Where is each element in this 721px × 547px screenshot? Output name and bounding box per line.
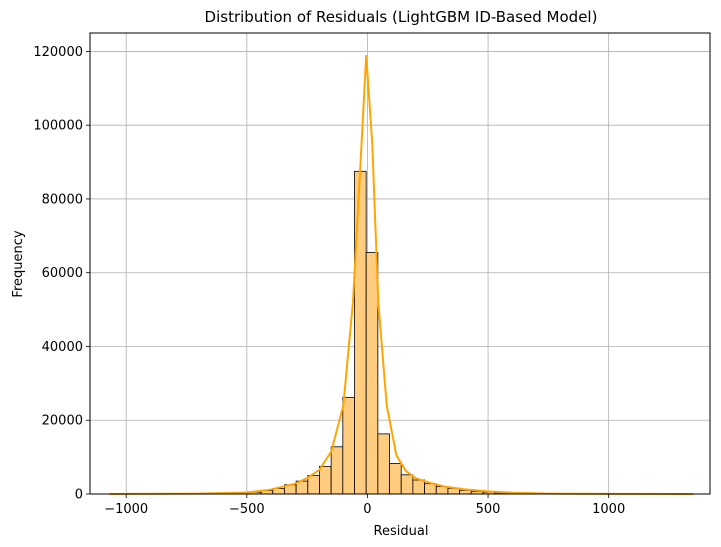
x-axis-label: Residual [374,524,429,539]
y-tick-label: 100000 [33,119,83,134]
histogram-bar [354,170,367,495]
histogram-bar [459,489,472,495]
histogram-bar [424,483,437,495]
histogram-bar [377,433,390,495]
y-tick-label: 60000 [42,266,83,281]
plot-frame [89,32,711,495]
histogram-bar [412,479,425,495]
y-axis-ticks: 0 20000 40000 60000 80000 100000 120000 [33,45,90,503]
kde-curve [109,55,694,495]
y-tick-label: 20000 [42,414,83,429]
histogram-bar [400,474,414,495]
y-tick-label: 80000 [42,192,83,207]
x-tick-label: 0 [363,502,371,517]
x-tick-label: −500 [229,502,265,517]
x-axis-ticks: −1000 −500 0 500 1000 [104,494,625,517]
y-tick-label: 0 [75,488,83,503]
x-tick-label: 500 [476,502,501,517]
histogram-bar [330,446,344,495]
x-tick-label: 1000 [592,502,625,517]
y-axis-label: Frequency [11,230,26,297]
x-tick-label: −1000 [104,502,148,517]
chart-title: Distribution of Residuals (LightGBM ID-B… [205,8,598,26]
y-tick-label: 120000 [33,45,83,60]
histogram-bar [342,396,355,495]
histogram-bar [365,252,379,495]
histogram-bar [307,475,320,495]
histogram-bar [389,462,402,495]
histogram-bar [319,465,332,495]
y-tick-label: 40000 [42,340,83,355]
